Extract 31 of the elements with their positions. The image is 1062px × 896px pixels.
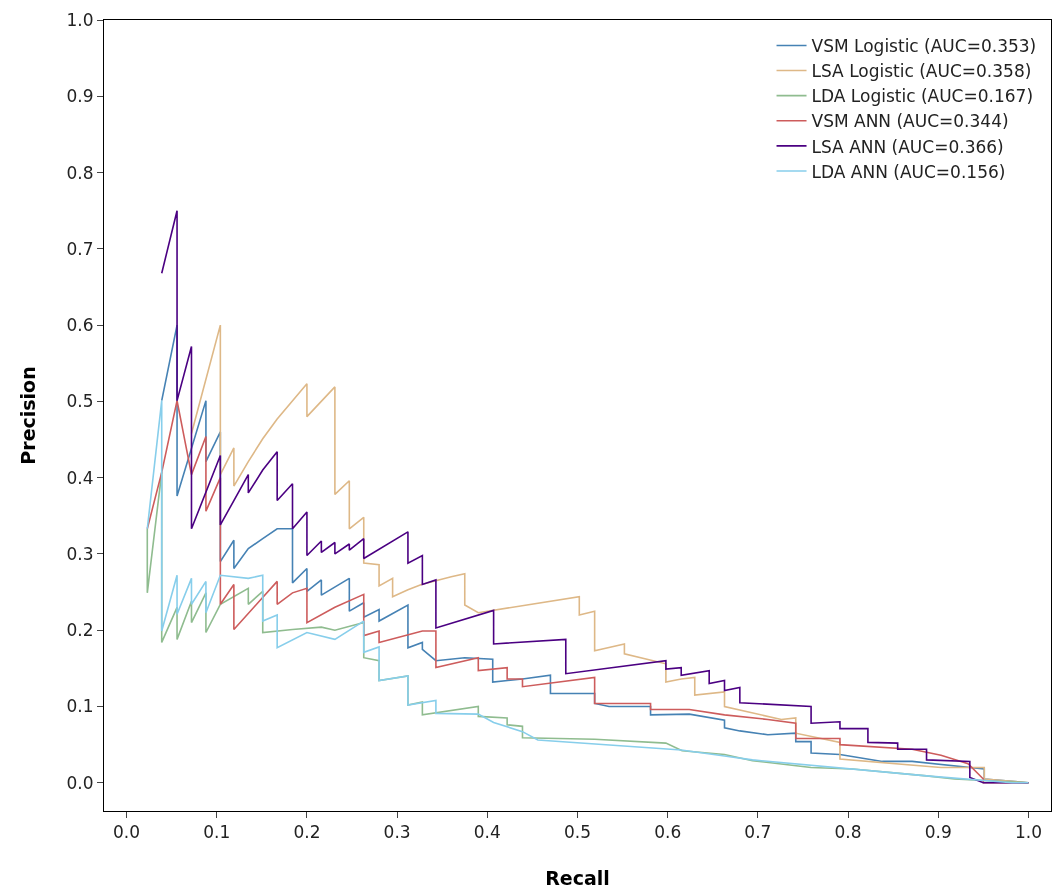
y-tick-label: 0.5 — [66, 391, 94, 412]
x-tick-label: 0.7 — [744, 822, 772, 843]
x-tick-label: 0.1 — [203, 822, 231, 843]
y-tick-label: 0.2 — [66, 620, 94, 641]
y-tick-label: 0.9 — [66, 86, 94, 107]
line-series — [146, 399, 1030, 784]
x-tick-label: 0.8 — [834, 822, 862, 843]
y-tick-label: 0.1 — [66, 696, 94, 717]
x-tick-label: 0.2 — [293, 822, 321, 843]
x-tick-label: 0.3 — [383, 822, 411, 843]
legend-label: LDA ANN (AUC=0.156) — [811, 161, 1006, 182]
x-tick-label: 0.9 — [924, 822, 952, 843]
x-tick-label: 0.4 — [473, 822, 501, 843]
y-tick-label: 1.0 — [66, 9, 94, 30]
y-axis-title: Precision — [17, 366, 40, 465]
y-tick-label: 0.0 — [66, 772, 94, 793]
y-tick-label: 0.4 — [66, 467, 94, 488]
x-tick-label: 0.6 — [654, 822, 682, 843]
y-tick-label: 0.3 — [66, 543, 94, 564]
x-tick-label: 1.0 — [1014, 822, 1042, 843]
legend-label: VSM Logistic (AUC=0.353) — [811, 36, 1037, 57]
x-tick-label: 0.5 — [563, 822, 592, 843]
x-axis-title: Recall — [545, 867, 610, 890]
x-tick-label: 0.0 — [113, 822, 141, 843]
y-tick-label: 0.8 — [66, 162, 94, 183]
legend-label: LDA Logistic (AUC=0.167) — [811, 86, 1034, 107]
legend-label: LSA Logistic (AUC=0.358) — [811, 61, 1032, 82]
legend-label: LSA ANN (AUC=0.366) — [811, 136, 1004, 157]
y-tick-label: 0.6 — [66, 315, 94, 336]
y-tick-label: 0.7 — [66, 238, 94, 259]
legend-label: VSM ANN (AUC=0.344) — [811, 111, 1009, 132]
